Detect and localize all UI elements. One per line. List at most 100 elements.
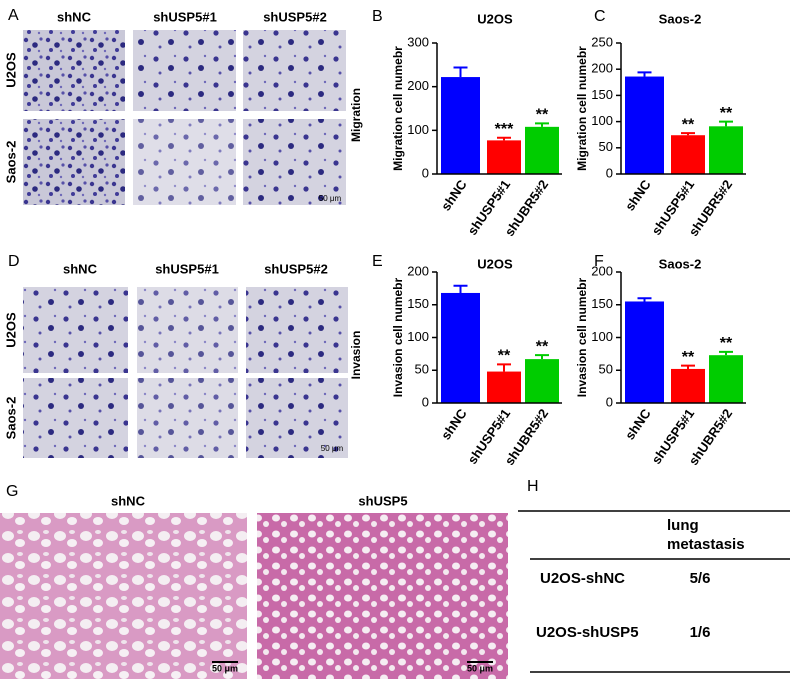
x-tick-label: shNC [438,177,470,214]
scale-bar: 50 μm [321,444,344,453]
x-tick-label: shNC [622,406,654,443]
image [0,513,247,679]
y-tick-label: 0 [606,394,613,409]
table-cell: U2OS-shNC [540,570,625,587]
image [243,30,346,111]
chart-title: Saos-2 [659,256,702,271]
image [257,513,508,679]
y-tick-label: 0 [422,394,429,409]
y-axis-label: Migration cell numebr [575,46,589,171]
error-bar [453,66,468,78]
error-bar [637,71,652,77]
y-tick-label: 200 [407,78,429,93]
significance: ** [682,349,695,366]
significance: ** [720,335,733,352]
significance: ** [536,107,549,124]
error-bar [681,364,695,369]
column-label: shUSP5 [358,493,407,508]
image [246,287,348,373]
image [23,30,125,111]
panel-label: B [372,8,383,25]
side-label: Invasion [349,331,363,380]
panel-label: F [594,253,604,270]
row-label: U2OS [3,52,18,88]
row-label: Saos-2 [3,397,18,440]
y-tick-label: 150 [407,296,429,311]
scale-bar: 50 μm [467,663,493,673]
bar [487,371,521,403]
x-tick-label: shNC [438,406,470,443]
error-bar [535,354,549,360]
column-label: shUSP5#2 [264,261,328,276]
error-bar [453,284,468,293]
image [137,378,238,458]
panel-label: A [8,7,19,24]
y-tick-label: 150 [591,296,613,311]
table-header: lung [667,517,699,534]
y-axis-label: Invasion cell numebr [575,277,589,397]
bar [441,77,480,174]
chart-title: U2OS [477,256,513,271]
table-header: metastasis [667,536,745,553]
table-cell: 5/6 [690,570,711,587]
error-bar [535,122,549,127]
image [23,287,128,373]
table-cell: U2OS-shUSP5 [536,624,639,641]
error-bar [719,350,733,356]
bar [487,140,521,174]
chart-title: Saos-2 [659,11,702,26]
image [137,287,238,373]
histology-images [0,513,508,679]
panel-label: C [594,8,606,25]
y-tick-label: 150 [591,87,613,102]
scale-bar: 50 μm [319,194,342,203]
image [246,378,348,458]
table-cell: 1/6 [690,624,711,641]
significance: ** [720,105,733,122]
panel-label: D [8,253,20,270]
y-tick-label: 100 [591,113,613,128]
column-label: shNC [63,261,98,276]
error-bar [719,120,733,127]
bar [441,292,480,403]
migration-images [23,30,346,205]
bar [671,368,705,403]
scale-bar: 50 μm [212,663,238,673]
bar [525,126,559,174]
column-label: shNC [57,9,92,24]
y-axis-label: Migration cell numebr [391,46,405,171]
bar [709,355,743,403]
y-tick-label: 100 [407,329,429,344]
y-tick-label: 250 [591,34,613,49]
image [243,119,346,205]
column-label: shUSP5#1 [153,9,217,24]
row-label: Saos-2 [3,141,18,184]
significance: ** [682,116,695,133]
panel-label: G [6,483,18,500]
y-axis-label: Invasion cell numebr [391,277,405,397]
bar [625,76,664,174]
significance: ** [498,348,511,365]
error-bar [497,363,511,372]
y-tick-label: 50 [599,362,613,377]
image [133,119,236,205]
y-tick-label: 200 [407,263,429,278]
column-label: shNC [111,493,146,508]
y-tick-label: 100 [407,122,429,137]
bar [625,301,664,403]
error-bar [681,132,695,136]
invasion-images [23,287,348,458]
y-tick-label: 0 [606,165,613,180]
row-label: U2OS [3,312,18,348]
significance: ** [536,338,549,355]
bar [525,359,559,403]
significance: *** [495,121,514,138]
x-tick-label: shNC [622,177,654,214]
error-bar [637,297,652,302]
y-tick-label: 50 [599,139,613,154]
image [23,119,125,205]
bar [709,126,743,174]
column-label: shUSP5#1 [155,261,219,276]
y-tick-label: 0 [422,165,429,180]
